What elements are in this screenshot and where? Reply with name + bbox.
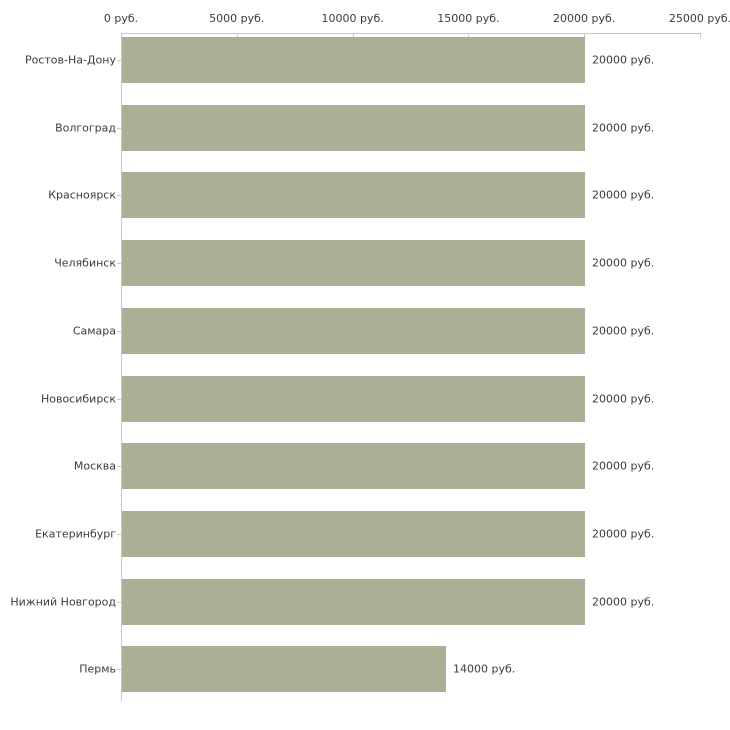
bar[interactable]: [122, 307, 585, 354]
x-axis-tick: [352, 33, 354, 38]
category-label: Пермь: [79, 662, 116, 676]
bar[interactable]: [122, 375, 585, 422]
bar[interactable]: [122, 104, 585, 151]
value-label: 20000 руб.: [592, 392, 655, 405]
x-axis-tick-label: 10000 руб.: [321, 12, 384, 25]
value-label: 20000 руб.: [592, 459, 655, 473]
y-axis-line: [121, 33, 122, 701]
category-label: Волгоград: [55, 121, 116, 135]
bar[interactable]: [122, 510, 585, 557]
value-label: 20000 руб.: [592, 53, 655, 67]
x-axis-tick-label: 15000 руб.: [437, 12, 500, 25]
x-axis-line: [121, 33, 701, 34]
category-label: Самара: [72, 324, 116, 338]
bar[interactable]: [122, 646, 446, 693]
value-label: 20000 руб.: [592, 256, 655, 270]
category-label: Екатеринбург: [35, 527, 116, 541]
x-axis-tick-label: 20000 руб.: [553, 12, 616, 25]
category-label: Нижний Новгород: [10, 595, 116, 609]
bar[interactable]: [122, 578, 585, 625]
y-axis-tick: [117, 263, 121, 264]
category-label: Новосибирск: [40, 392, 116, 405]
value-label: 20000 руб.: [592, 527, 655, 541]
bar[interactable]: [122, 172, 585, 219]
x-axis-tick: [468, 33, 470, 38]
bar[interactable]: [122, 37, 585, 83]
y-axis-tick: [117, 331, 121, 332]
x-axis-tick-label: 5000 руб.: [209, 12, 265, 25]
y-axis-tick: [117, 602, 121, 603]
y-axis-tick: [117, 128, 121, 129]
y-axis-tick: [117, 534, 121, 535]
y-axis-tick: [117, 195, 121, 196]
y-axis-tick: [117, 60, 121, 61]
y-axis-tick: [117, 399, 121, 400]
x-axis-tick: [700, 33, 701, 38]
category-label: Москва: [73, 459, 116, 473]
category-label: Челябинск: [54, 256, 116, 270]
category-label: Ростов-На-Дону: [24, 53, 116, 67]
value-label: 20000 руб.: [592, 595, 655, 609]
x-axis-tick: [236, 33, 238, 38]
x-axis-tick: [584, 33, 586, 38]
value-label: 14000 руб.: [453, 662, 516, 676]
bar[interactable]: [122, 443, 585, 490]
value-label: 20000 руб.: [592, 121, 655, 135]
value-label: 20000 руб.: [592, 188, 655, 202]
bar[interactable]: [122, 240, 585, 287]
y-axis-tick: [117, 466, 121, 467]
category-label: Красноярск: [48, 188, 116, 202]
value-label: 20000 руб.: [592, 324, 655, 338]
x-axis-tick-label: 0 руб.: [103, 12, 139, 25]
x-axis-tick: [121, 33, 122, 38]
y-axis-tick: [117, 669, 121, 670]
x-axis-tick-label: 25000 руб.: [668, 12, 730, 25]
